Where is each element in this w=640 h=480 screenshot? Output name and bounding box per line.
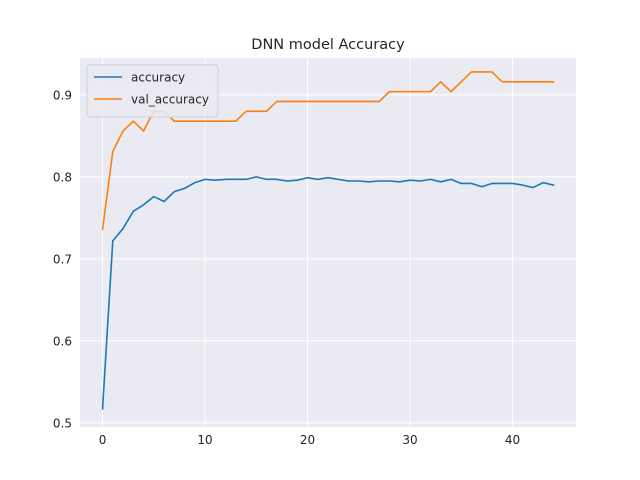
x-tick-label: 40 — [505, 433, 520, 447]
chart-title: DNN model Accuracy — [251, 37, 405, 53]
series-line-val-accuracy — [101, 71, 555, 231]
x-tick-label: 30 — [402, 433, 417, 447]
x-tick-label: 0 — [99, 433, 107, 447]
x-tick-label: 10 — [197, 433, 212, 447]
x-tick-label: 20 — [300, 433, 315, 447]
axis-ticks: 0 10 20 30 40 0.5 0.6 0.7 0.8 0.9 — [53, 88, 520, 447]
legend-label: val_accuracy — [131, 93, 209, 107]
plot-area — [80, 58, 576, 427]
legend-box — [86, 64, 219, 118]
y-tick-label: 0.6 — [53, 334, 72, 348]
y-tick-label: 0.9 — [53, 88, 72, 102]
legend-label: accuracy — [131, 71, 185, 85]
grid-lines — [80, 58, 576, 427]
legend: accuracy val_accuracy — [86, 64, 219, 118]
y-tick-label: 0.5 — [53, 416, 72, 430]
y-tick-label: 0.8 — [53, 170, 72, 184]
y-tick-label: 0.7 — [53, 252, 72, 266]
series-line-accuracy — [101, 176, 555, 410]
series-lines — [101, 71, 555, 410]
